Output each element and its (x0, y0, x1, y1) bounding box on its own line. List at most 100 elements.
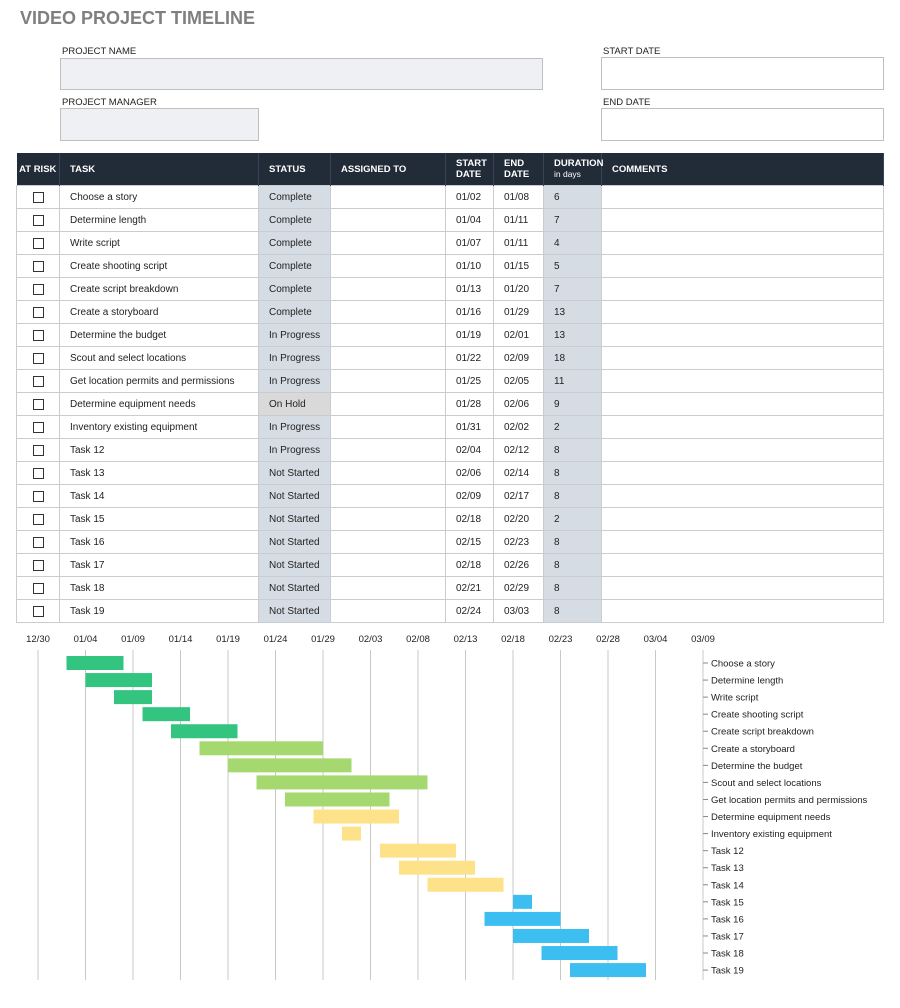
checkbox[interactable] (32, 329, 44, 341)
column-header-text: STATUS (269, 163, 306, 175)
end-date-cell: 02/14 (493, 461, 544, 485)
assigned-cell (330, 415, 446, 439)
status-cell: Complete (258, 300, 331, 324)
comments-cell (601, 369, 884, 393)
start-date-cell: 02/24 (445, 599, 494, 623)
comments-cell (601, 346, 884, 370)
duration-cell: 13 (543, 323, 602, 347)
gantt-task-label: Task 19 (711, 966, 744, 977)
task-cell: Task 19 (59, 599, 259, 623)
gantt-task-label: Create a storyboard (711, 744, 795, 755)
assigned-cell (330, 185, 446, 209)
comments-cell (601, 553, 884, 577)
end-date-cell: 02/01 (493, 323, 544, 347)
duration-cell: 9 (543, 392, 602, 416)
project-name-input[interactable] (60, 58, 543, 90)
gantt-bar (66, 656, 124, 670)
field-label: END DATE (603, 97, 651, 108)
task-cell: Create shooting script (59, 254, 259, 278)
checkbox[interactable] (32, 375, 44, 387)
checkbox[interactable] (32, 421, 44, 433)
status-cell: Not Started (258, 484, 331, 508)
checkbox[interactable] (32, 306, 44, 318)
checkbox[interactable] (32, 513, 44, 525)
duration-cell: 7 (543, 208, 602, 232)
x-tick-label: 02/03 (359, 634, 383, 645)
start-date-cell: 02/06 (445, 461, 494, 485)
status-cell: On Hold (258, 392, 331, 416)
checkbox[interactable] (32, 214, 44, 226)
end-date-cell: 01/08 (493, 185, 544, 209)
task-cell: Create a storyboard (59, 300, 259, 324)
table-row: Choose a story Complete 01/02 01/08 6 (16, 185, 884, 209)
table-row: Task 16 Not Started 02/15 02/23 8 (16, 530, 884, 554)
at-risk-cell (16, 484, 60, 508)
checkbox[interactable] (32, 605, 44, 617)
end-date-input[interactable] (601, 108, 884, 141)
status-cell: In Progress (258, 438, 331, 462)
table-row: Write script Complete 01/07 01/11 4 (16, 231, 884, 255)
checkbox[interactable] (32, 283, 44, 295)
end-date-cell: 02/06 (493, 392, 544, 416)
end-date-cell: 02/23 (493, 530, 544, 554)
checkbox[interactable] (32, 237, 44, 249)
status-cell: Complete (258, 277, 331, 301)
start-date-cell: 01/10 (445, 254, 494, 278)
gantt-bar (513, 928, 589, 943)
at-risk-cell (16, 254, 60, 278)
gantt-bar (199, 741, 323, 756)
gantt-task-label: Task 18 (711, 949, 744, 960)
checkbox[interactable] (32, 536, 44, 548)
table-row: Scout and select locations In Progress 01/… (16, 346, 884, 370)
comments-cell (601, 461, 884, 485)
gantt-bar (313, 809, 399, 824)
at-risk-cell (16, 208, 60, 232)
table-row: Task 19 Not Started 02/24 03/03 8 (16, 599, 884, 623)
duration-cell: 8 (543, 576, 602, 600)
column-header: ASSIGNED TO (330, 153, 446, 186)
task-cell: Task 14 (59, 484, 259, 508)
duration-cell: 13 (543, 300, 602, 324)
gantt-bar (570, 963, 646, 978)
checkbox[interactable] (32, 582, 44, 594)
gantt-task-label: Create shooting script (711, 710, 804, 721)
column-header-text: DURATION (554, 158, 604, 169)
start-date-cell: 02/09 (445, 484, 494, 508)
duration-cell: 8 (543, 484, 602, 508)
checkbox[interactable] (32, 559, 44, 571)
at-risk-cell (16, 461, 60, 485)
assigned-cell (330, 553, 446, 577)
table-row: Task 14 Not Started 02/09 02/17 8 (16, 484, 884, 508)
task-cell: Create script breakdown (59, 277, 259, 301)
x-tick-label: 01/04 (74, 634, 98, 645)
assigned-cell (330, 369, 446, 393)
at-risk-cell (16, 438, 60, 462)
start-date-input[interactable] (601, 57, 884, 90)
checkbox[interactable] (32, 490, 44, 502)
checkbox[interactable] (32, 444, 44, 456)
gantt-bar (484, 911, 561, 926)
status-cell: Not Started (258, 576, 331, 600)
checkbox[interactable] (32, 352, 44, 364)
checkbox[interactable] (32, 398, 44, 410)
end-date-cell: 02/05 (493, 369, 544, 393)
status-cell: Complete (258, 185, 331, 209)
checkbox[interactable] (32, 467, 44, 479)
checkbox[interactable] (32, 191, 44, 203)
checkbox[interactable] (32, 260, 44, 272)
at-risk-cell (16, 553, 60, 577)
at-risk-cell (16, 599, 60, 623)
gantt-bar (85, 673, 152, 688)
comments-cell (601, 185, 884, 209)
task-cell: Task 16 (59, 530, 259, 554)
table-row: Task 13 Not Started 02/06 02/14 8 (16, 461, 884, 485)
duration-cell: 8 (543, 599, 602, 623)
field-label: PROJECT NAME (62, 46, 137, 57)
comments-cell (601, 484, 884, 508)
status-cell: In Progress (258, 369, 331, 393)
gantt-task-label: Get location permits and permissions (711, 795, 868, 806)
start-date-cell: 01/31 (445, 415, 494, 439)
gantt-bar (399, 860, 475, 875)
project-manager-input[interactable] (60, 108, 259, 141)
